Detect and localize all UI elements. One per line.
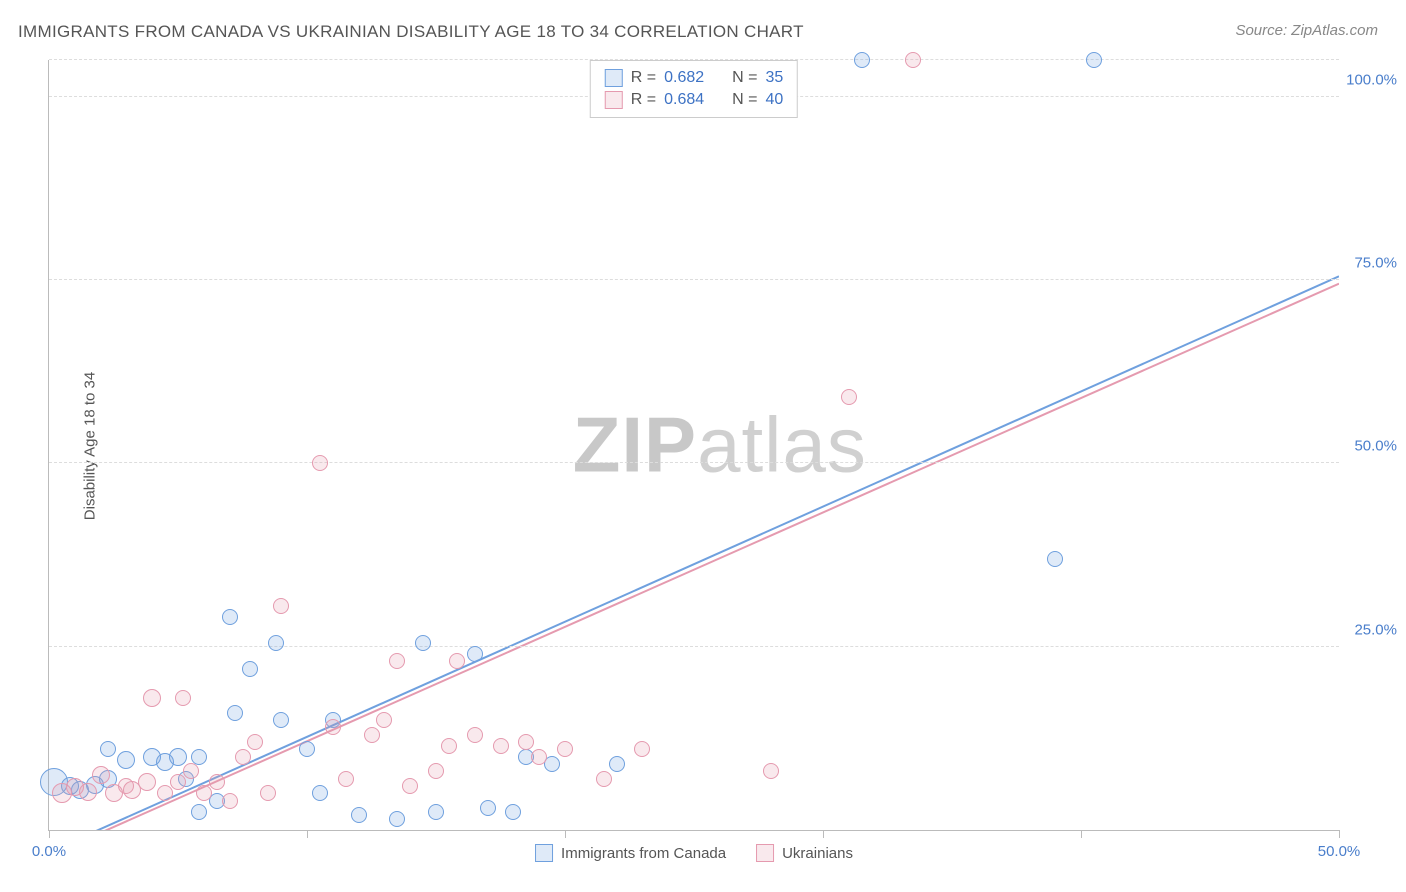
- data-point: [268, 635, 284, 651]
- data-point: [480, 800, 496, 816]
- data-point: [505, 804, 521, 820]
- data-point: [117, 751, 135, 769]
- data-point: [196, 785, 212, 801]
- data-point: [325, 719, 341, 735]
- data-point: [222, 609, 238, 625]
- data-point: [376, 712, 392, 728]
- data-point: [449, 653, 465, 669]
- data-point: [467, 646, 483, 662]
- source-credit: Source: ZipAtlas.com: [1235, 22, 1378, 39]
- gridline: [49, 279, 1339, 280]
- y-tick-label: 50.0%: [1354, 438, 1397, 455]
- data-point: [191, 804, 207, 820]
- y-tick-label: 100.0%: [1346, 71, 1397, 88]
- data-point: [175, 690, 191, 706]
- data-point: [493, 738, 509, 754]
- data-point: [441, 738, 457, 754]
- data-point: [183, 763, 199, 779]
- data-point: [260, 785, 276, 801]
- series-legend: Immigrants from Canada Ukrainians: [535, 844, 853, 862]
- data-point: [191, 749, 207, 765]
- data-point: [389, 653, 405, 669]
- data-point: [138, 773, 156, 791]
- data-point: [1086, 52, 1102, 68]
- series-legend-label: Ukrainians: [782, 845, 853, 862]
- x-tick-label: 0.0%: [32, 843, 66, 860]
- data-point: [428, 804, 444, 820]
- x-tick: [1081, 830, 1082, 838]
- data-point: [209, 774, 225, 790]
- x-tick: [823, 830, 824, 838]
- data-point: [338, 771, 354, 787]
- data-point: [415, 635, 431, 651]
- data-point: [531, 749, 547, 765]
- data-point: [634, 741, 650, 757]
- x-tick: [49, 830, 50, 838]
- data-point: [854, 52, 870, 68]
- y-tick-label: 25.0%: [1354, 621, 1397, 638]
- data-point: [763, 763, 779, 779]
- data-point: [235, 749, 251, 765]
- data-point: [299, 741, 315, 757]
- data-point: [312, 785, 328, 801]
- x-tick: [565, 830, 566, 838]
- data-point: [242, 661, 258, 677]
- data-point: [222, 793, 238, 809]
- data-point: [79, 783, 97, 801]
- data-point: [273, 712, 289, 728]
- data-point: [157, 785, 173, 801]
- data-point: [169, 748, 187, 766]
- legend-swatch: [605, 91, 623, 109]
- legend-swatch: [535, 844, 553, 862]
- x-tick: [1339, 830, 1340, 838]
- stats-legend: R =0.682N =35R =0.684N =40: [590, 60, 798, 118]
- data-point: [609, 756, 625, 772]
- data-point: [312, 455, 328, 471]
- series-legend-label: Immigrants from Canada: [561, 845, 726, 862]
- data-point: [518, 734, 534, 750]
- data-point: [402, 778, 418, 794]
- data-point: [143, 689, 161, 707]
- data-point: [351, 807, 367, 823]
- data-point: [227, 705, 243, 721]
- data-point: [364, 727, 380, 743]
- series-legend-item: Ukrainians: [756, 844, 853, 862]
- chart-title: IMMIGRANTS FROM CANADA VS UKRAINIAN DISA…: [18, 22, 804, 42]
- series-legend-item: Immigrants from Canada: [535, 844, 726, 862]
- data-point: [100, 741, 116, 757]
- data-point: [1047, 551, 1063, 567]
- watermark: ZIPatlas: [573, 400, 867, 491]
- data-point: [170, 774, 186, 790]
- data-point: [118, 778, 134, 794]
- data-point: [557, 741, 573, 757]
- stats-legend-row: R =0.684N =40: [605, 89, 783, 111]
- gridline: [49, 646, 1339, 647]
- data-point: [467, 727, 483, 743]
- data-point: [389, 811, 405, 827]
- y-tick-label: 75.0%: [1354, 255, 1397, 272]
- data-point: [247, 734, 263, 750]
- data-point: [841, 389, 857, 405]
- data-point: [596, 771, 612, 787]
- scatter-plot: ZIPatlas R =0.682N =35R =0.684N =40 Immi…: [48, 60, 1339, 831]
- legend-swatch: [605, 69, 623, 87]
- x-tick: [307, 830, 308, 838]
- stats-legend-row: R =0.682N =35: [605, 67, 783, 89]
- x-tick-label: 50.0%: [1318, 843, 1361, 860]
- data-point: [905, 52, 921, 68]
- data-point: [273, 598, 289, 614]
- gridline: [49, 462, 1339, 463]
- data-point: [92, 766, 110, 784]
- legend-swatch: [756, 844, 774, 862]
- data-point: [428, 763, 444, 779]
